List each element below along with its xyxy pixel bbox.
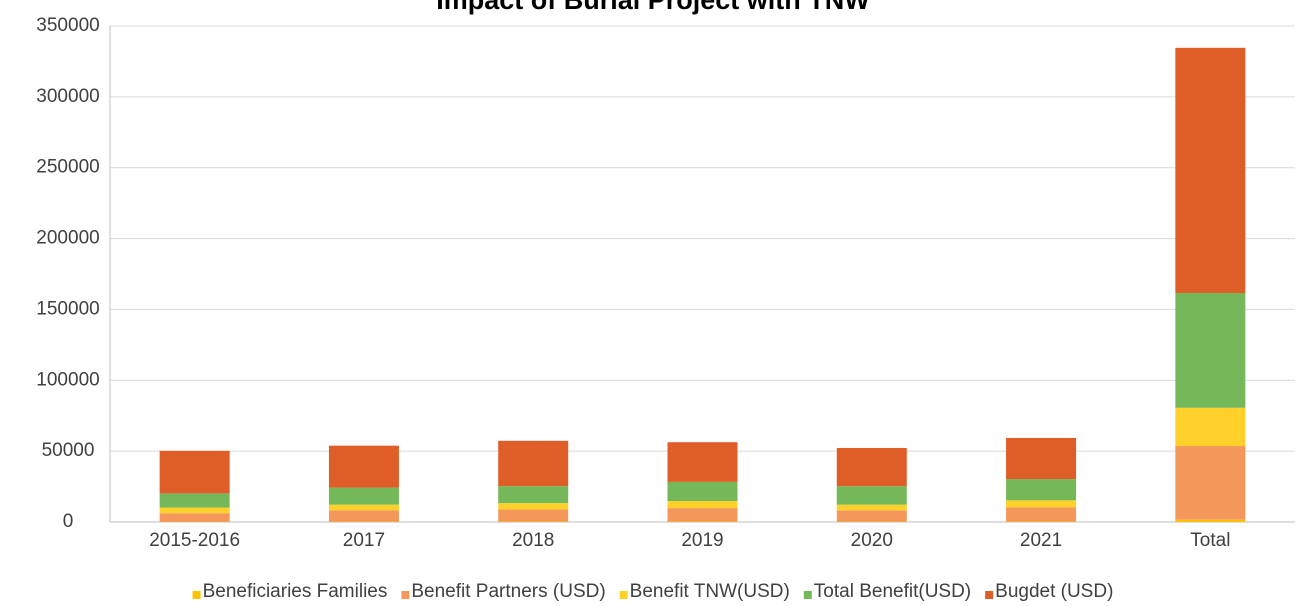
bar-segment xyxy=(328,445,399,488)
bar-segment xyxy=(328,487,399,505)
bar-segment xyxy=(836,504,907,511)
y-tick-label: 0 xyxy=(63,511,74,532)
legend-swatch xyxy=(619,591,628,599)
legend-item: Beneficiaries Families xyxy=(192,581,388,602)
bar-segment xyxy=(328,504,399,511)
x-tick-label: Total xyxy=(1190,530,1230,551)
bar-segment xyxy=(498,503,569,510)
bar-segment xyxy=(667,481,738,502)
bar-segment xyxy=(328,510,399,522)
y-tick-label: 250000 xyxy=(36,157,99,178)
y-tick-label: 350000 xyxy=(36,15,99,36)
legend-item: Benefit Partners (USD) xyxy=(401,581,606,602)
bar-segment xyxy=(836,486,907,505)
bar-segment xyxy=(836,510,907,522)
legend-swatch xyxy=(401,591,410,599)
bar-segment xyxy=(1006,479,1077,501)
bar-segment xyxy=(159,493,230,508)
y-tick-label: 200000 xyxy=(36,228,99,249)
legend-item: Bugdet (USD) xyxy=(985,581,1113,602)
y-tick-label: 50000 xyxy=(42,440,95,461)
x-tick-label: 2015-2016 xyxy=(149,530,240,551)
legend-swatch xyxy=(985,591,994,599)
bar-segment xyxy=(1175,519,1246,522)
chart-title: Impact of Burial Project with TNW xyxy=(436,0,870,15)
y-tick-label: 300000 xyxy=(36,86,99,107)
bar-segment xyxy=(498,440,569,487)
legend-swatch xyxy=(192,591,201,599)
bar-segment xyxy=(1006,500,1077,508)
bar-segment xyxy=(1006,507,1077,522)
bar-segment xyxy=(1175,292,1246,408)
bar-segment xyxy=(1175,446,1246,520)
bar-segment xyxy=(667,508,738,522)
y-tick-label: 100000 xyxy=(36,369,99,390)
legend-label: Benefit TNW(USD) xyxy=(630,581,790,602)
bar-segment xyxy=(159,450,230,494)
bar-segment xyxy=(159,507,230,514)
legend-label: Total Benefit(USD) xyxy=(814,581,971,602)
bar-segment xyxy=(498,509,569,522)
bar-segment xyxy=(1175,47,1246,293)
bar-segment xyxy=(498,486,569,504)
legend-label: Bugdet (USD) xyxy=(995,581,1113,602)
bar-segment xyxy=(1006,437,1077,480)
x-tick-label: 2021 xyxy=(1020,530,1062,551)
x-tick-label: 2020 xyxy=(851,530,893,551)
bar-segment xyxy=(1175,407,1246,447)
bar-segment xyxy=(159,513,230,522)
y-tick-label: 150000 xyxy=(36,298,99,319)
x-tick-label: 2019 xyxy=(681,530,723,551)
bar-segment xyxy=(667,501,738,509)
bar-segment xyxy=(667,442,738,482)
legend-item: Benefit TNW(USD) xyxy=(619,581,790,602)
bar-segment xyxy=(836,447,907,487)
x-tick-label: 2017 xyxy=(343,530,385,551)
legend-label: Beneficiaries Families xyxy=(203,581,388,602)
legend-swatch xyxy=(803,591,812,599)
legend-item: Total Benefit(USD) xyxy=(803,581,971,602)
legend-label: Benefit Partners (USD) xyxy=(411,581,605,602)
x-tick-label: 2018 xyxy=(512,530,554,551)
